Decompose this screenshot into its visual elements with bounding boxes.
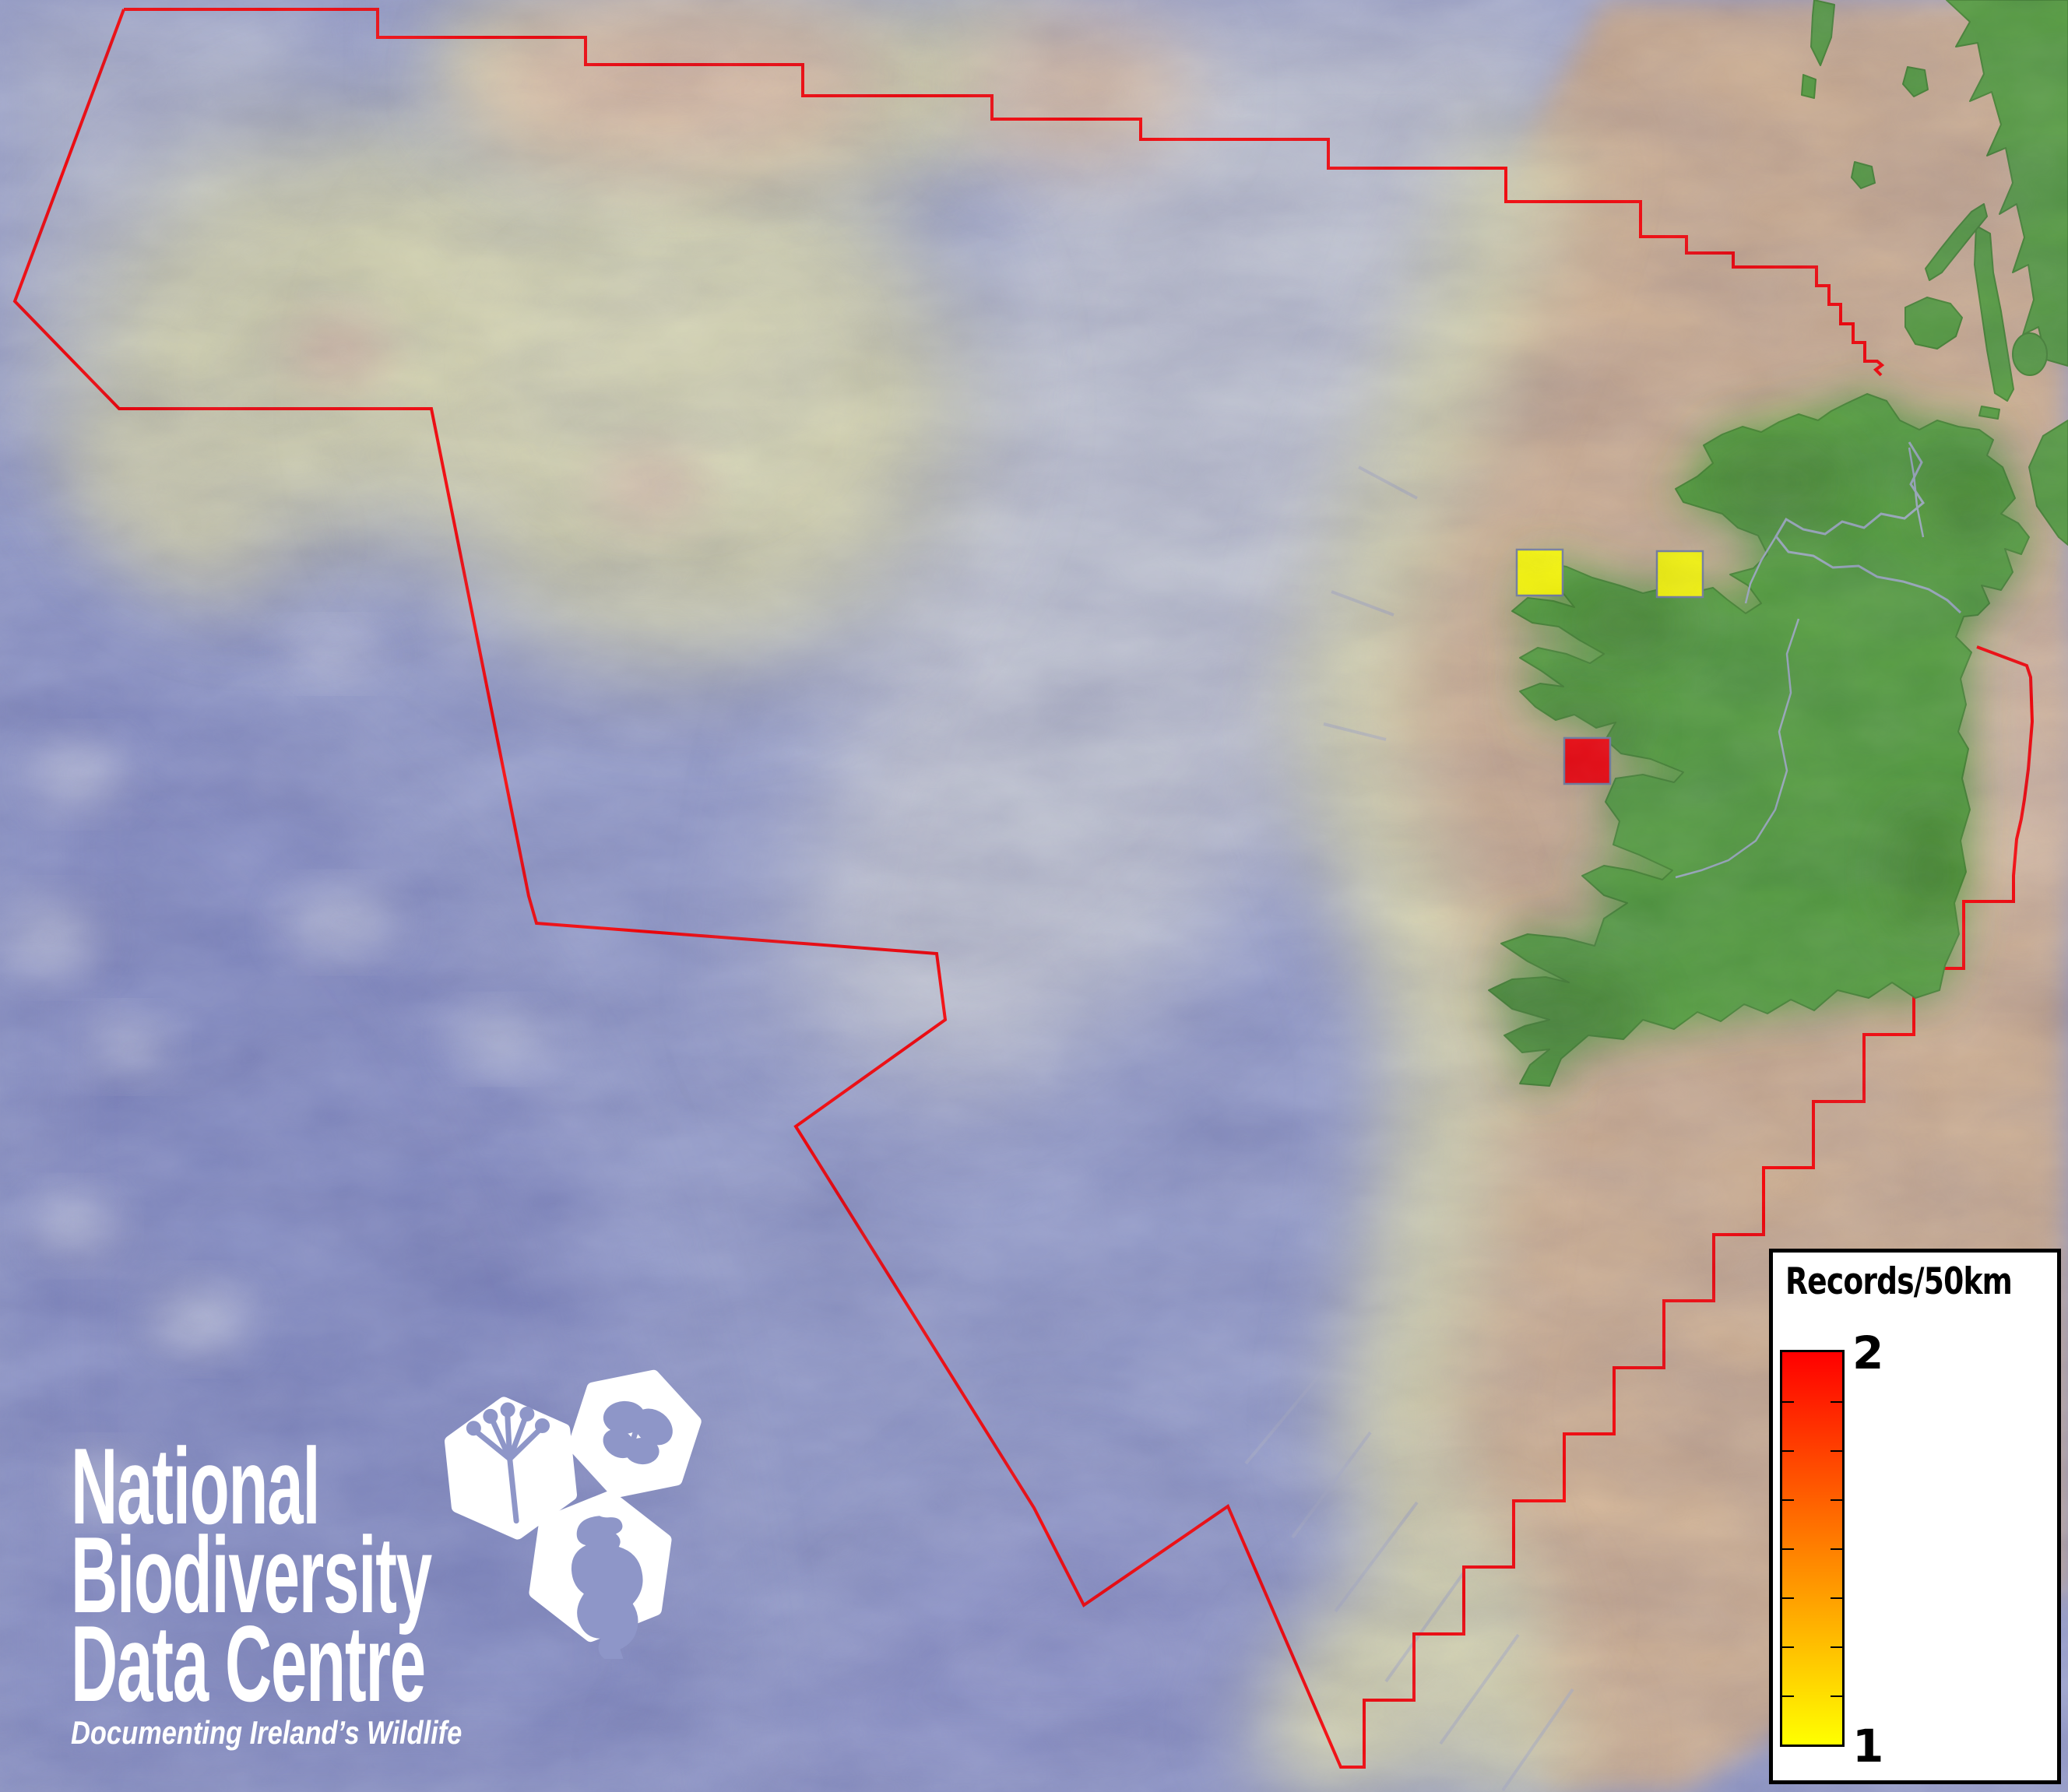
butterfly-icon [603, 1400, 673, 1465]
legend-tick [1831, 1695, 1842, 1697]
logo-line-1: National [71, 1426, 321, 1547]
butterfly-hexagon [568, 1369, 702, 1499]
legend-gradient-bar [1780, 1350, 1845, 1747]
legend-max-label: 2 [1852, 1326, 1884, 1379]
seahorse-hexagon [529, 1490, 672, 1659]
legend-tick [1782, 1646, 1794, 1648]
legend-tick [1831, 1450, 1842, 1452]
legend-tick [1782, 1597, 1794, 1599]
legend-tick [1782, 1695, 1794, 1697]
legend-tick [1782, 1401, 1794, 1403]
logo-tagline: Documenting Ireland’s Wildlife [71, 1714, 462, 1751]
seahorse-icon [571, 1516, 643, 1659]
plant-icon [466, 1402, 550, 1524]
legend-tick [1831, 1548, 1842, 1550]
legend-tick [1831, 1401, 1842, 1403]
logo-hexagons [445, 1369, 702, 1659]
plant-hexagon [445, 1397, 577, 1540]
logo-line-2: Biodiversity [71, 1515, 432, 1636]
legend-min-label: 1 [1852, 1720, 1884, 1773]
legend-tick [1831, 1499, 1842, 1501]
legend-title: Records/50km [1785, 1260, 2013, 1303]
logo-line-3: Data Centre [71, 1604, 426, 1724]
legend-tick [1831, 1597, 1842, 1599]
nbdc-logo: National Biodiversity Data Centre Docume… [71, 1369, 702, 1751]
legend-tick [1831, 1646, 1842, 1648]
legend: Records/50km 2 1 [1769, 1249, 2061, 1784]
legend-tick [1782, 1499, 1794, 1501]
legend-tick [1782, 1450, 1794, 1452]
legend-tick [1782, 1548, 1794, 1550]
